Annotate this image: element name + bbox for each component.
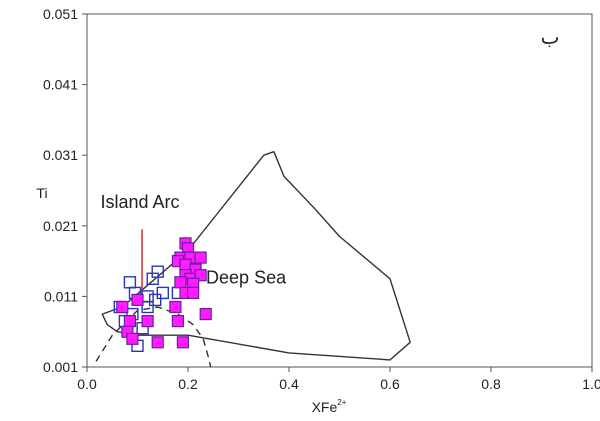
y-axis-ticks: 0.001 0.011 0.021 0.031 0.041 0.051: [43, 6, 87, 375]
y-tick-label: 0.011: [44, 288, 78, 304]
filled-square-marker: [171, 315, 184, 328]
y-tick-label: 0.051: [43, 6, 78, 22]
plot-frame: [86, 13, 593, 368]
filled-square-marker: [126, 332, 139, 345]
x-axis-label: XFe2+: [312, 398, 347, 415]
filled-square-marker: [194, 269, 207, 282]
annotations: Island Arc Deep Sea: [101, 192, 288, 288]
x-tick-label: 0.2: [178, 376, 198, 392]
x-axis-ticks: 0.0 0.2 0.4 0.6 0.8 1.0: [77, 367, 600, 392]
deep-sea-label: Deep Sea: [206, 268, 287, 288]
x-tick-label: 0.6: [380, 376, 400, 392]
island-arc-label: Island Arc: [101, 192, 180, 212]
filled-square-marker: [141, 315, 154, 328]
x-tick-label: 1.0: [582, 376, 600, 392]
y-tick-label: 0.021: [43, 218, 78, 234]
x-tick-label: 0.8: [481, 376, 501, 392]
filled-square-marker: [174, 276, 187, 289]
region-outlines: [95, 150, 411, 368]
x-tick-label: 0.4: [279, 376, 299, 392]
deep-sea-region-outline: [101, 150, 411, 361]
open-square-marker: [141, 290, 154, 303]
filled-square-marker: [176, 336, 189, 349]
filled-square-marker: [194, 251, 207, 264]
filled-square-marker: [123, 315, 137, 328]
filled-square-marker: [187, 286, 200, 299]
filled-square-marker: [151, 336, 164, 349]
open-square-marker: [156, 286, 170, 300]
filled-square-marker: [116, 300, 129, 314]
corner-mark: ب: [541, 25, 560, 49]
y-tick-label: 0.041: [43, 77, 78, 93]
open-square-marker: [123, 276, 137, 289]
filled-square-marker: [131, 293, 144, 306]
y-tick-label: 0.001: [43, 359, 78, 375]
open-square-marker: [148, 293, 162, 307]
data-markers: [113, 237, 212, 352]
y-axis-label: Ti: [36, 185, 47, 201]
open-square-marker: [141, 300, 154, 314]
x-axis-label-base: XFe: [312, 399, 338, 415]
filled-square-marker: [179, 258, 192, 271]
filled-square-marker: [169, 300, 182, 314]
filled-square-marker: [199, 308, 212, 321]
y-tick-label: 0.031: [43, 147, 78, 163]
x-tick-label: 0.0: [77, 376, 97, 392]
x-axis-label-superscript: 2+: [337, 398, 346, 407]
open-square-marker: [151, 265, 164, 278]
